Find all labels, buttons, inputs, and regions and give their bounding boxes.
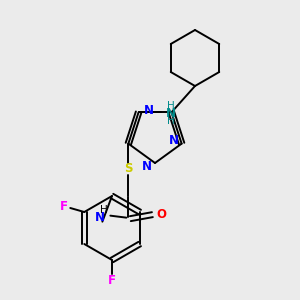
- Text: H: H: [100, 205, 108, 215]
- Text: H: H: [167, 101, 174, 111]
- Text: N: N: [142, 160, 152, 172]
- Text: N: N: [143, 104, 154, 117]
- Text: H: H: [167, 116, 174, 126]
- Text: N: N: [95, 211, 105, 224]
- Text: F: F: [108, 274, 116, 286]
- Text: N: N: [169, 134, 178, 147]
- Text: N: N: [166, 107, 176, 120]
- Text: O: O: [156, 208, 167, 221]
- Text: S: S: [124, 162, 133, 175]
- Text: F: F: [60, 200, 68, 214]
